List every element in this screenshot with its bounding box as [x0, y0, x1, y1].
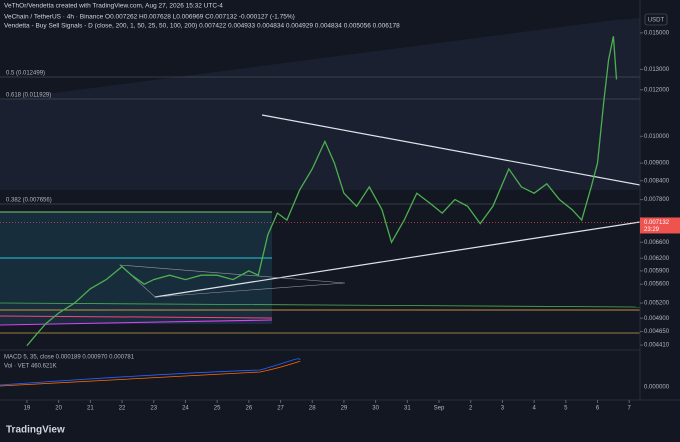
fib-label: 0.618 (0.011929)	[6, 93, 51, 99]
x-tick-label: 30	[372, 406, 379, 412]
y-tick-label: 0.004410	[644, 343, 670, 349]
x-tick-label: 23	[150, 406, 157, 412]
countdown: 23:29	[644, 227, 660, 233]
ma-line	[0, 302, 641, 308]
x-tick-label: 19	[24, 406, 31, 412]
y-tick-label: 0.006200	[644, 256, 670, 262]
y-tick-label: 0.013000	[644, 67, 670, 73]
x-tick-label: 24	[182, 406, 189, 412]
x-tick-label: Sep	[434, 406, 445, 412]
trend-line	[154, 221, 641, 298]
triangle	[119, 264, 346, 298]
currency-box[interactable]	[644, 13, 668, 26]
price-line	[26, 36, 618, 347]
x-tick-label: 25	[214, 406, 221, 412]
x-tick-label: 5	[564, 406, 568, 412]
x-tick-label: 31	[404, 406, 411, 412]
currency[interactable]: USDT	[648, 18, 665, 24]
brand: TradingView	[6, 425, 65, 436]
y-tick-label: 0.005900	[644, 268, 670, 274]
x-tick-label: 29	[341, 406, 348, 412]
fib-label: 0.5 (0.012499)	[6, 71, 45, 77]
y-tick-label: 0.006600	[644, 240, 670, 246]
macd-label: MACD 5, 35, close 0.000189 0.000970 0.00…	[4, 355, 135, 361]
y-tick-label: 0.010000	[644, 134, 670, 140]
x-tick-label: 27	[277, 406, 284, 412]
x-tick-label: 22	[119, 406, 126, 412]
x-tick-label: 4	[532, 406, 536, 412]
y-tick-label: 0.007800	[644, 197, 670, 203]
x-tick-label: 20	[55, 406, 62, 412]
x-tick-label: 7	[628, 406, 632, 412]
signal-line	[0, 361, 301, 387]
x-tick-label: 3	[501, 406, 505, 412]
x-tick-label: 28	[309, 406, 316, 412]
trend-line	[261, 114, 641, 186]
indicator-header: Vendetta - Buy Sell Signals - D (close, …	[4, 23, 400, 30]
y-tick-label: 0.004900	[644, 316, 670, 322]
y-tick-label: 0.005600	[644, 282, 670, 288]
y-tick-label: 0.015000	[644, 30, 670, 36]
y-tick-label: 0.008400	[644, 178, 670, 184]
macd-zero-label: 0.000000	[644, 385, 670, 391]
y-tick-label: 0.009000	[644, 161, 670, 167]
x-tick-label: 26	[245, 406, 252, 412]
y-tick-label: 0.004650	[644, 329, 670, 335]
x-tick-label: 2	[469, 406, 473, 412]
channel-shade	[0, 18, 640, 190]
macd-line	[0, 358, 301, 386]
fib-label: 0.382 (0.007656)	[6, 198, 52, 204]
last-price-box	[640, 217, 680, 234]
vol-label: Vol · VET 460.621K	[4, 364, 57, 370]
x-tick-label: 6	[596, 406, 600, 412]
watermark: VeThOr/Vendetta created with TradingView…	[4, 3, 223, 10]
x-tick-label: 21	[87, 406, 94, 412]
last-price-label: 0.007132	[644, 220, 670, 226]
symbol-header: VeChain / TetherUS · 4h · Binance O0.007…	[4, 14, 295, 21]
zone-box	[0, 212, 272, 324]
y-tick-label: 0.005200	[644, 301, 670, 307]
ma-line	[0, 315, 273, 319]
y-tick-label: 0.012000	[644, 87, 670, 93]
